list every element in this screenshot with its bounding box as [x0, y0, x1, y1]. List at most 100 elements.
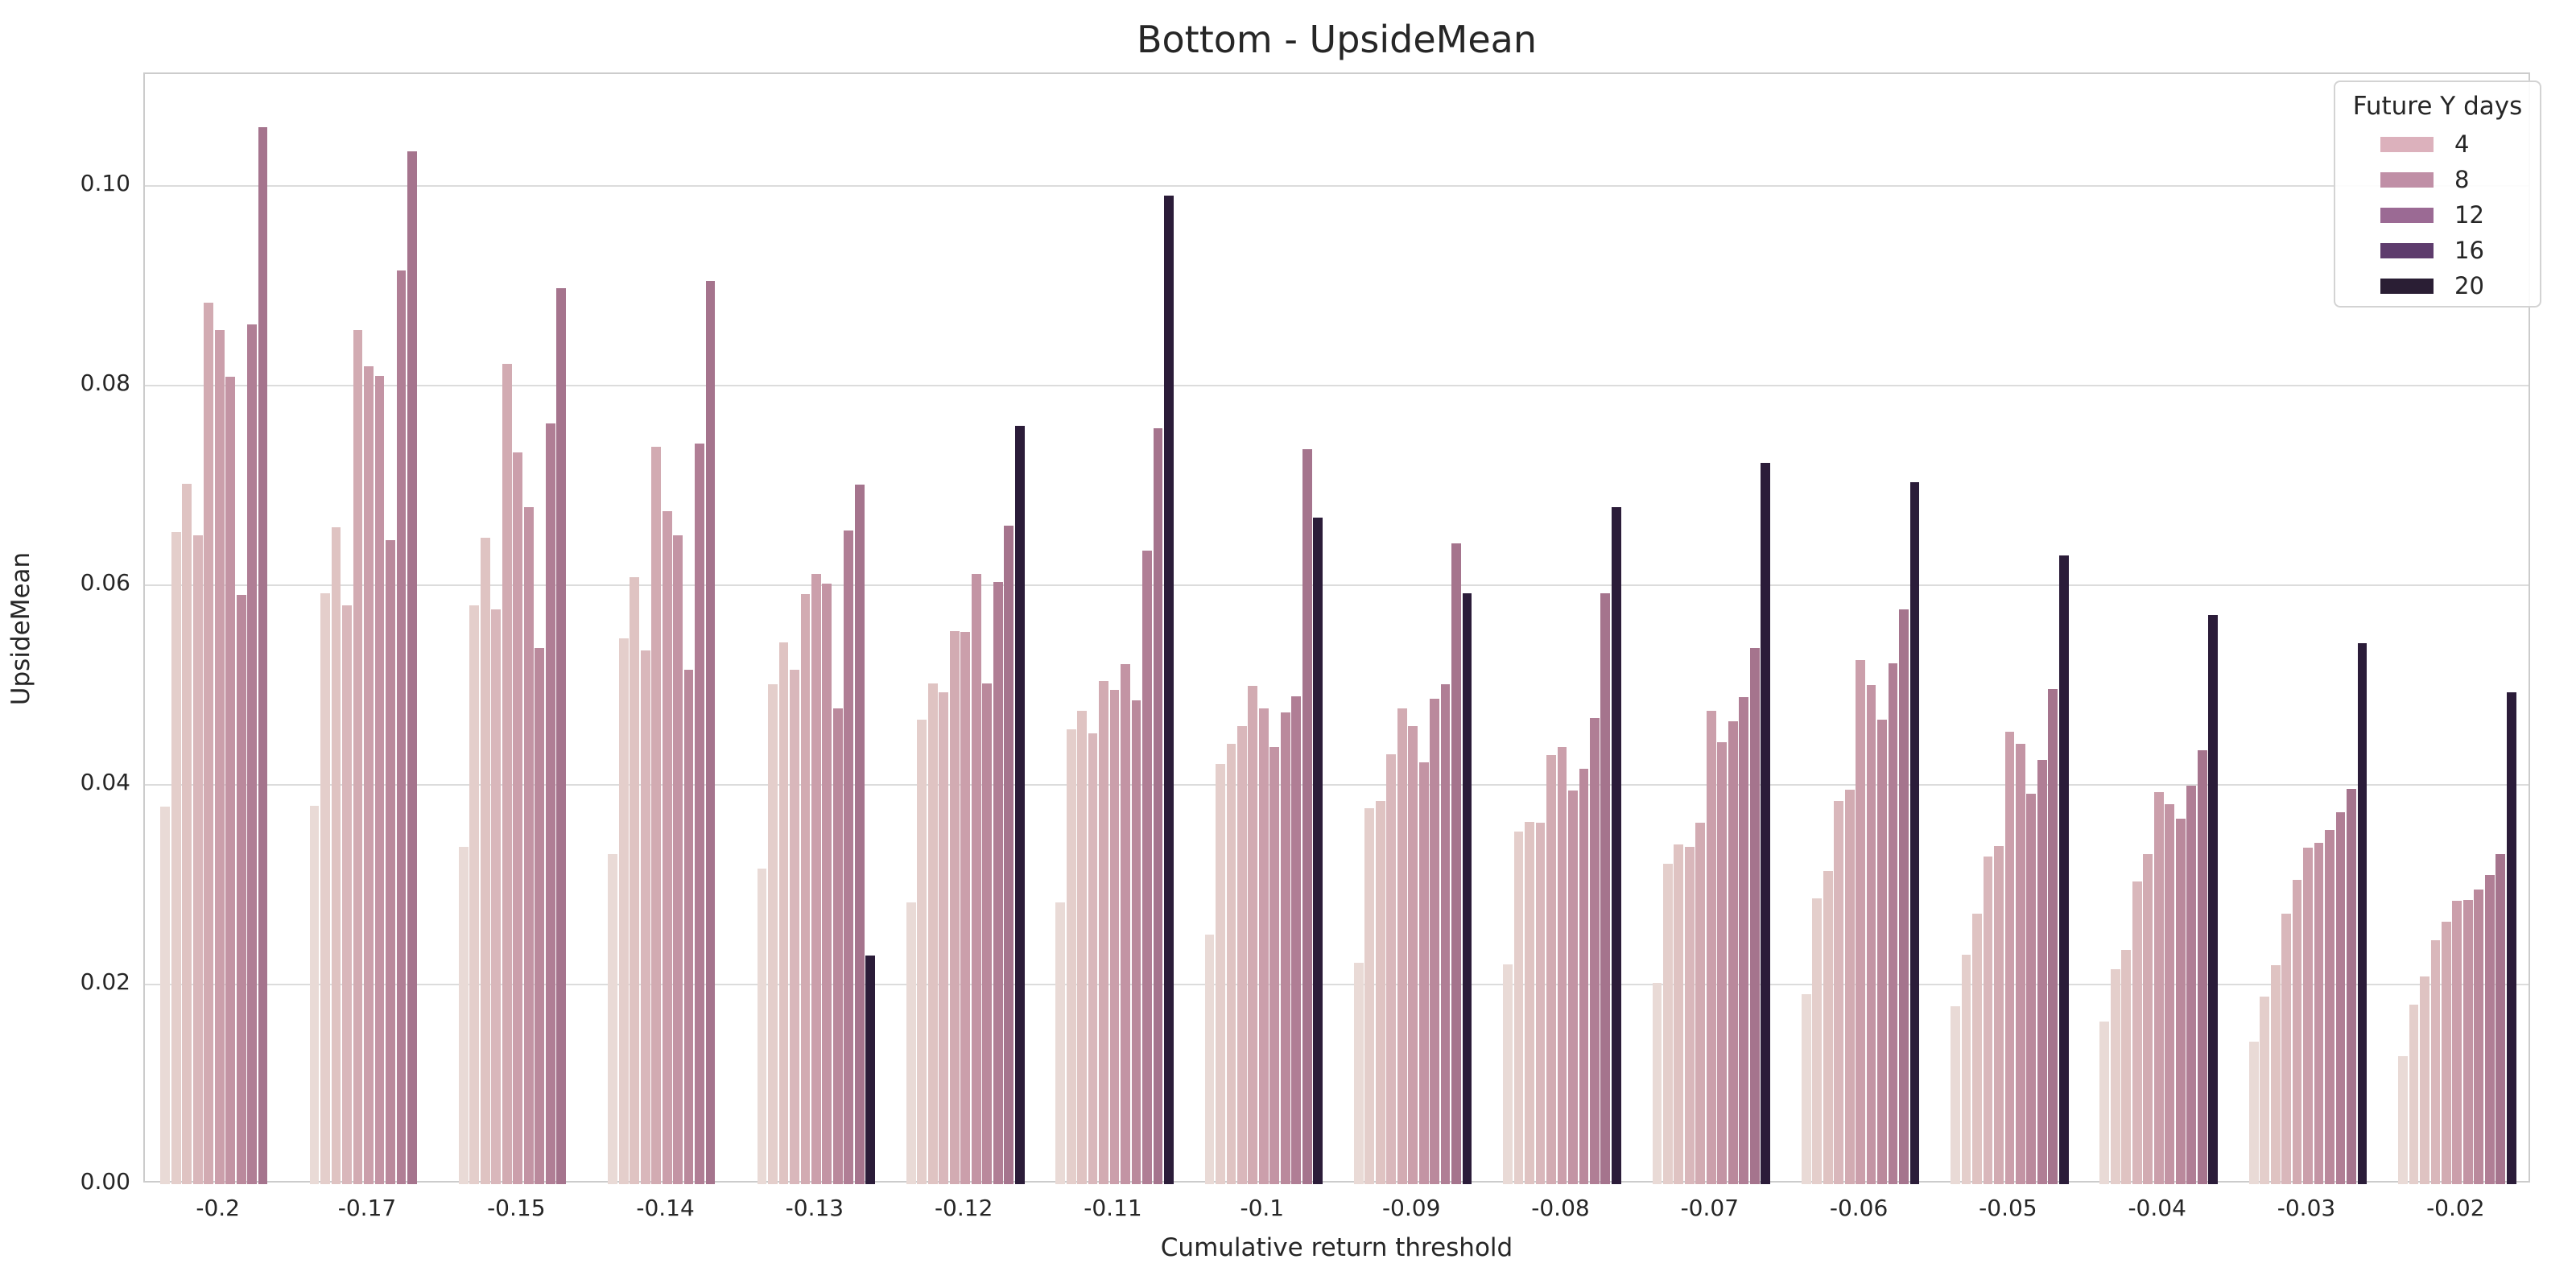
- bar: [2058, 555, 2069, 1184]
- bar: [1961, 954, 1971, 1184]
- bar: [1269, 746, 1280, 1184]
- bar: [396, 270, 407, 1184]
- bar: [1291, 696, 1302, 1184]
- bar: [927, 683, 938, 1184]
- bar: [1899, 609, 1909, 1184]
- bar: [1728, 720, 1738, 1184]
- x-tick-label: -0.11: [1084, 1195, 1142, 1221]
- bar: [1600, 592, 1611, 1184]
- bar: [1503, 964, 1513, 1184]
- bar: [1546, 754, 1556, 1184]
- bar: [2132, 881, 2142, 1184]
- bar: [407, 151, 417, 1184]
- bar: [2347, 789, 2356, 1184]
- bar: [1004, 525, 1014, 1184]
- bar: [236, 595, 246, 1184]
- bar: [513, 452, 523, 1184]
- bar: [695, 443, 704, 1184]
- bar: [502, 363, 512, 1184]
- grid-line: [145, 185, 2529, 187]
- bar: [1164, 196, 1174, 1184]
- grid-line: [145, 784, 2529, 786]
- bar: [182, 483, 192, 1184]
- bar: [1280, 712, 1290, 1184]
- bar: [1717, 741, 1728, 1184]
- x-tick-label: -0.04: [2128, 1195, 2186, 1221]
- bar: [2452, 900, 2462, 1184]
- bar: [1535, 823, 1546, 1184]
- bar: [1951, 1006, 1960, 1184]
- x-tick-label: -0.15: [487, 1195, 546, 1221]
- bar: [1226, 744, 1236, 1184]
- bar: [2015, 744, 2025, 1184]
- bar: [1216, 764, 1225, 1184]
- x-tick-label: -0.12: [934, 1195, 993, 1221]
- bar: [1248, 686, 1258, 1184]
- legend-swatch: [2380, 243, 2434, 258]
- bar: [309, 806, 320, 1184]
- bar: [2281, 914, 2291, 1184]
- bar: [917, 720, 927, 1184]
- bar: [1525, 821, 1534, 1184]
- bar: [480, 537, 490, 1184]
- bar: [320, 592, 330, 1184]
- bar: [374, 375, 385, 1184]
- bar: [2260, 996, 2270, 1184]
- bar: [1258, 708, 1269, 1184]
- bar: [342, 605, 352, 1184]
- x-tick-label: -0.07: [1680, 1195, 1740, 1221]
- bar: [535, 648, 545, 1184]
- bar: [2484, 874, 2495, 1184]
- bar: [2270, 965, 2281, 1184]
- bar: [214, 329, 225, 1184]
- bar: [1077, 711, 1088, 1184]
- legend-label: 4: [2454, 130, 2470, 158]
- bar: [1204, 935, 1215, 1184]
- bar: [1866, 685, 1876, 1184]
- x-tick-label: -0.14: [636, 1195, 695, 1221]
- bar: [800, 594, 811, 1184]
- bar: [2292, 879, 2302, 1184]
- bar: [1706, 711, 1716, 1184]
- bar: [1386, 753, 1397, 1184]
- bar: [2474, 890, 2484, 1184]
- bar: [865, 956, 876, 1184]
- bar: [1662, 864, 1673, 1184]
- bar: [982, 683, 993, 1184]
- bar: [705, 280, 716, 1184]
- bar: [2175, 819, 2186, 1184]
- x-tick-label: -0.06: [1829, 1195, 1889, 1221]
- bar: [608, 853, 618, 1184]
- x-tick-label: -0.05: [1979, 1195, 2037, 1221]
- bar: [757, 869, 767, 1184]
- bar: [1844, 790, 1855, 1184]
- bar: [2026, 794, 2037, 1184]
- bar: [2303, 848, 2313, 1184]
- bar: [2462, 899, 2473, 1184]
- bar: [2121, 949, 2132, 1184]
- bar: [1440, 683, 1451, 1184]
- bar: [2441, 921, 2451, 1184]
- bar: [1408, 725, 1418, 1184]
- bar: [960, 632, 971, 1184]
- bar: [790, 670, 799, 1184]
- bar: [1142, 550, 1152, 1184]
- bar: [949, 631, 960, 1184]
- bar: [2110, 969, 2120, 1184]
- x-tick-label: -0.02: [2426, 1195, 2485, 1221]
- bar: [1055, 902, 1066, 1184]
- bar: [1353, 962, 1364, 1184]
- bar: [1823, 870, 1833, 1184]
- bar: [2037, 760, 2047, 1184]
- bar: [971, 574, 981, 1184]
- bar: [906, 902, 916, 1184]
- bar: [854, 484, 865, 1184]
- bar: [1739, 696, 1749, 1184]
- bar: [2357, 642, 2368, 1184]
- bar: [1066, 729, 1076, 1184]
- bar: [1513, 832, 1524, 1184]
- x-tick-label: -0.2: [196, 1195, 240, 1221]
- bar: [1972, 914, 1982, 1184]
- bar: [523, 507, 534, 1184]
- y-tick-label: 0.02: [80, 968, 130, 995]
